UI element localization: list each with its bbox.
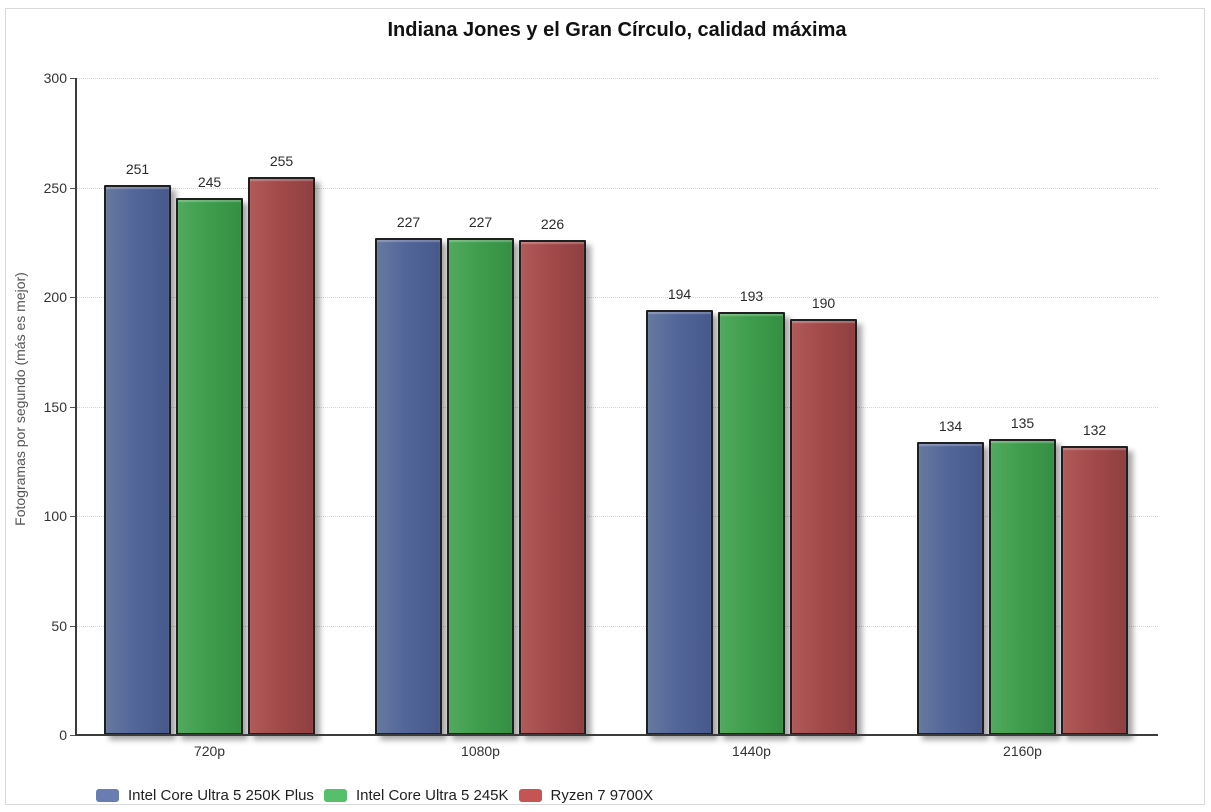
y-tick-label: 50	[51, 617, 67, 634]
x-category-label: 720p	[193, 743, 226, 759]
y-tick-mark	[70, 187, 76, 189]
bar	[646, 310, 713, 735]
gridline	[76, 406, 1158, 408]
y-tick-label: 150	[43, 398, 67, 415]
plot-area: 0 50 100 150 200 250 300 251 245 255 720p 227 227 226…	[6, 9, 1206, 769]
y-axis-line	[75, 78, 77, 736]
y-tick-mark	[70, 406, 76, 408]
legend-item: Intel Core Ultra 5 245K	[323, 787, 509, 804]
chart-container: Indiana Jones y el Gran Círculo, calidad…	[5, 8, 1205, 805]
chart-title: Indiana Jones y el Gran Círculo, calidad…	[387, 19, 847, 41]
x-axis-line	[75, 734, 1158, 736]
bar	[1061, 445, 1128, 735]
legend-swatch-icon	[96, 789, 119, 802]
bar-value-label: 135	[1010, 415, 1035, 432]
bar	[375, 237, 442, 735]
gridline	[76, 78, 1158, 79]
bar-value-label: 227	[396, 213, 421, 230]
gridline	[76, 516, 1158, 517]
bar	[519, 240, 586, 735]
gridline	[76, 187, 1158, 189]
legend-swatch-icon	[323, 789, 347, 802]
bar-value-label: 193	[739, 288, 764, 305]
bar-value-label: 226	[540, 216, 565, 233]
legend-swatch-icon	[518, 789, 542, 802]
y-tick-mark	[70, 78, 76, 79]
legend: Intel Core Ultra 5 250K Plus Intel Core U…	[96, 787, 653, 804]
y-tick-mark	[70, 297, 76, 298]
bar	[104, 185, 171, 735]
bar-value-label: 245	[197, 174, 222, 191]
bar	[718, 312, 785, 735]
legend-label: Ryzen 7 9700X	[550, 787, 654, 804]
y-tick-label: 250	[43, 179, 67, 196]
bar-value-label: 134	[938, 417, 963, 434]
y-tick-mark	[70, 625, 76, 627]
bar-value-label: 227	[468, 213, 493, 230]
x-category-label: 2160p	[1003, 743, 1042, 759]
bar-value-label: 194	[667, 286, 692, 303]
legend-label: Intel Core Ultra 5 245K	[355, 787, 509, 804]
bar	[989, 439, 1056, 735]
x-category-label: 1080p	[461, 743, 500, 759]
bar	[176, 198, 243, 735]
x-category-label: 1440p	[732, 743, 771, 759]
gridline	[76, 625, 1158, 627]
legend-label: Intel Core Ultra 5 250K Plus	[128, 787, 314, 804]
y-tick-label: 100	[43, 508, 67, 524]
bar	[917, 441, 984, 735]
legend-item: Intel Core Ultra 5 250K Plus	[96, 787, 314, 804]
y-tick-label: 0	[59, 727, 67, 743]
gridline	[76, 297, 1158, 298]
y-tick-mark	[70, 735, 76, 736]
bar-value-label: 132	[1082, 421, 1107, 438]
bar-value-label: 190	[811, 294, 836, 311]
legend-item: Ryzen 7 9700X	[518, 787, 654, 804]
bar	[248, 176, 315, 735]
bar	[790, 318, 857, 735]
bar-value-label: 251	[125, 161, 150, 178]
y-tick-mark	[70, 516, 76, 517]
bar	[447, 237, 514, 735]
bar-value-label: 255	[269, 152, 294, 169]
y-tick-label: 300	[43, 70, 67, 86]
y-tick-label: 200	[43, 289, 67, 305]
